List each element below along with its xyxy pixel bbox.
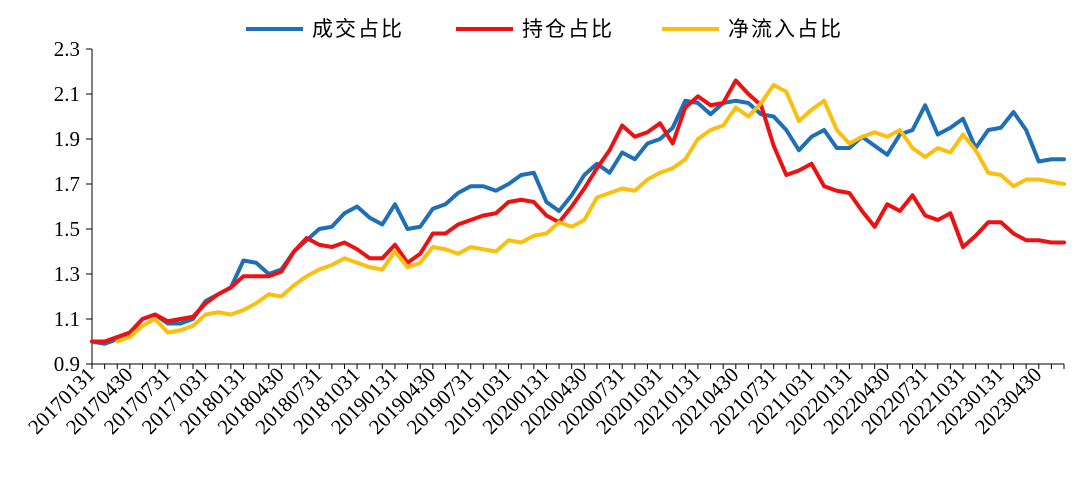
y-tick-label: 2.1 (54, 82, 80, 106)
series-lines (90, 78, 1066, 346)
legend-label: 成交占比 (312, 17, 404, 41)
y-tick-label: 1.7 (54, 172, 80, 196)
y-tick-label: 1.9 (54, 127, 80, 151)
y-tick-label: 2.3 (54, 37, 80, 61)
x-axis: 2017013120170430201707312017103120180131… (23, 363, 1065, 439)
y-tick-label: 1.5 (54, 217, 80, 241)
legend-item: 净流入占比 (662, 17, 843, 41)
legend-label: 持仓占比 (522, 17, 614, 41)
y-tick-label: 1.1 (54, 307, 80, 331)
series-line-2 (90, 78, 1066, 344)
legend-item: 持仓占比 (456, 17, 614, 41)
y-tick-label: 0.9 (54, 352, 80, 376)
series-line-3 (115, 83, 1066, 344)
legend-label: 净流入占比 (728, 17, 843, 41)
y-axis: 0.9 1.1 1.3 1.5 1.7 1.9 2.1 2.3 (54, 37, 93, 376)
chart-legend: 成交占比 持仓占比 净流入占比 (246, 17, 843, 41)
legend-item: 成交占比 (246, 17, 404, 41)
y-tick-label: 1.3 (54, 262, 80, 286)
